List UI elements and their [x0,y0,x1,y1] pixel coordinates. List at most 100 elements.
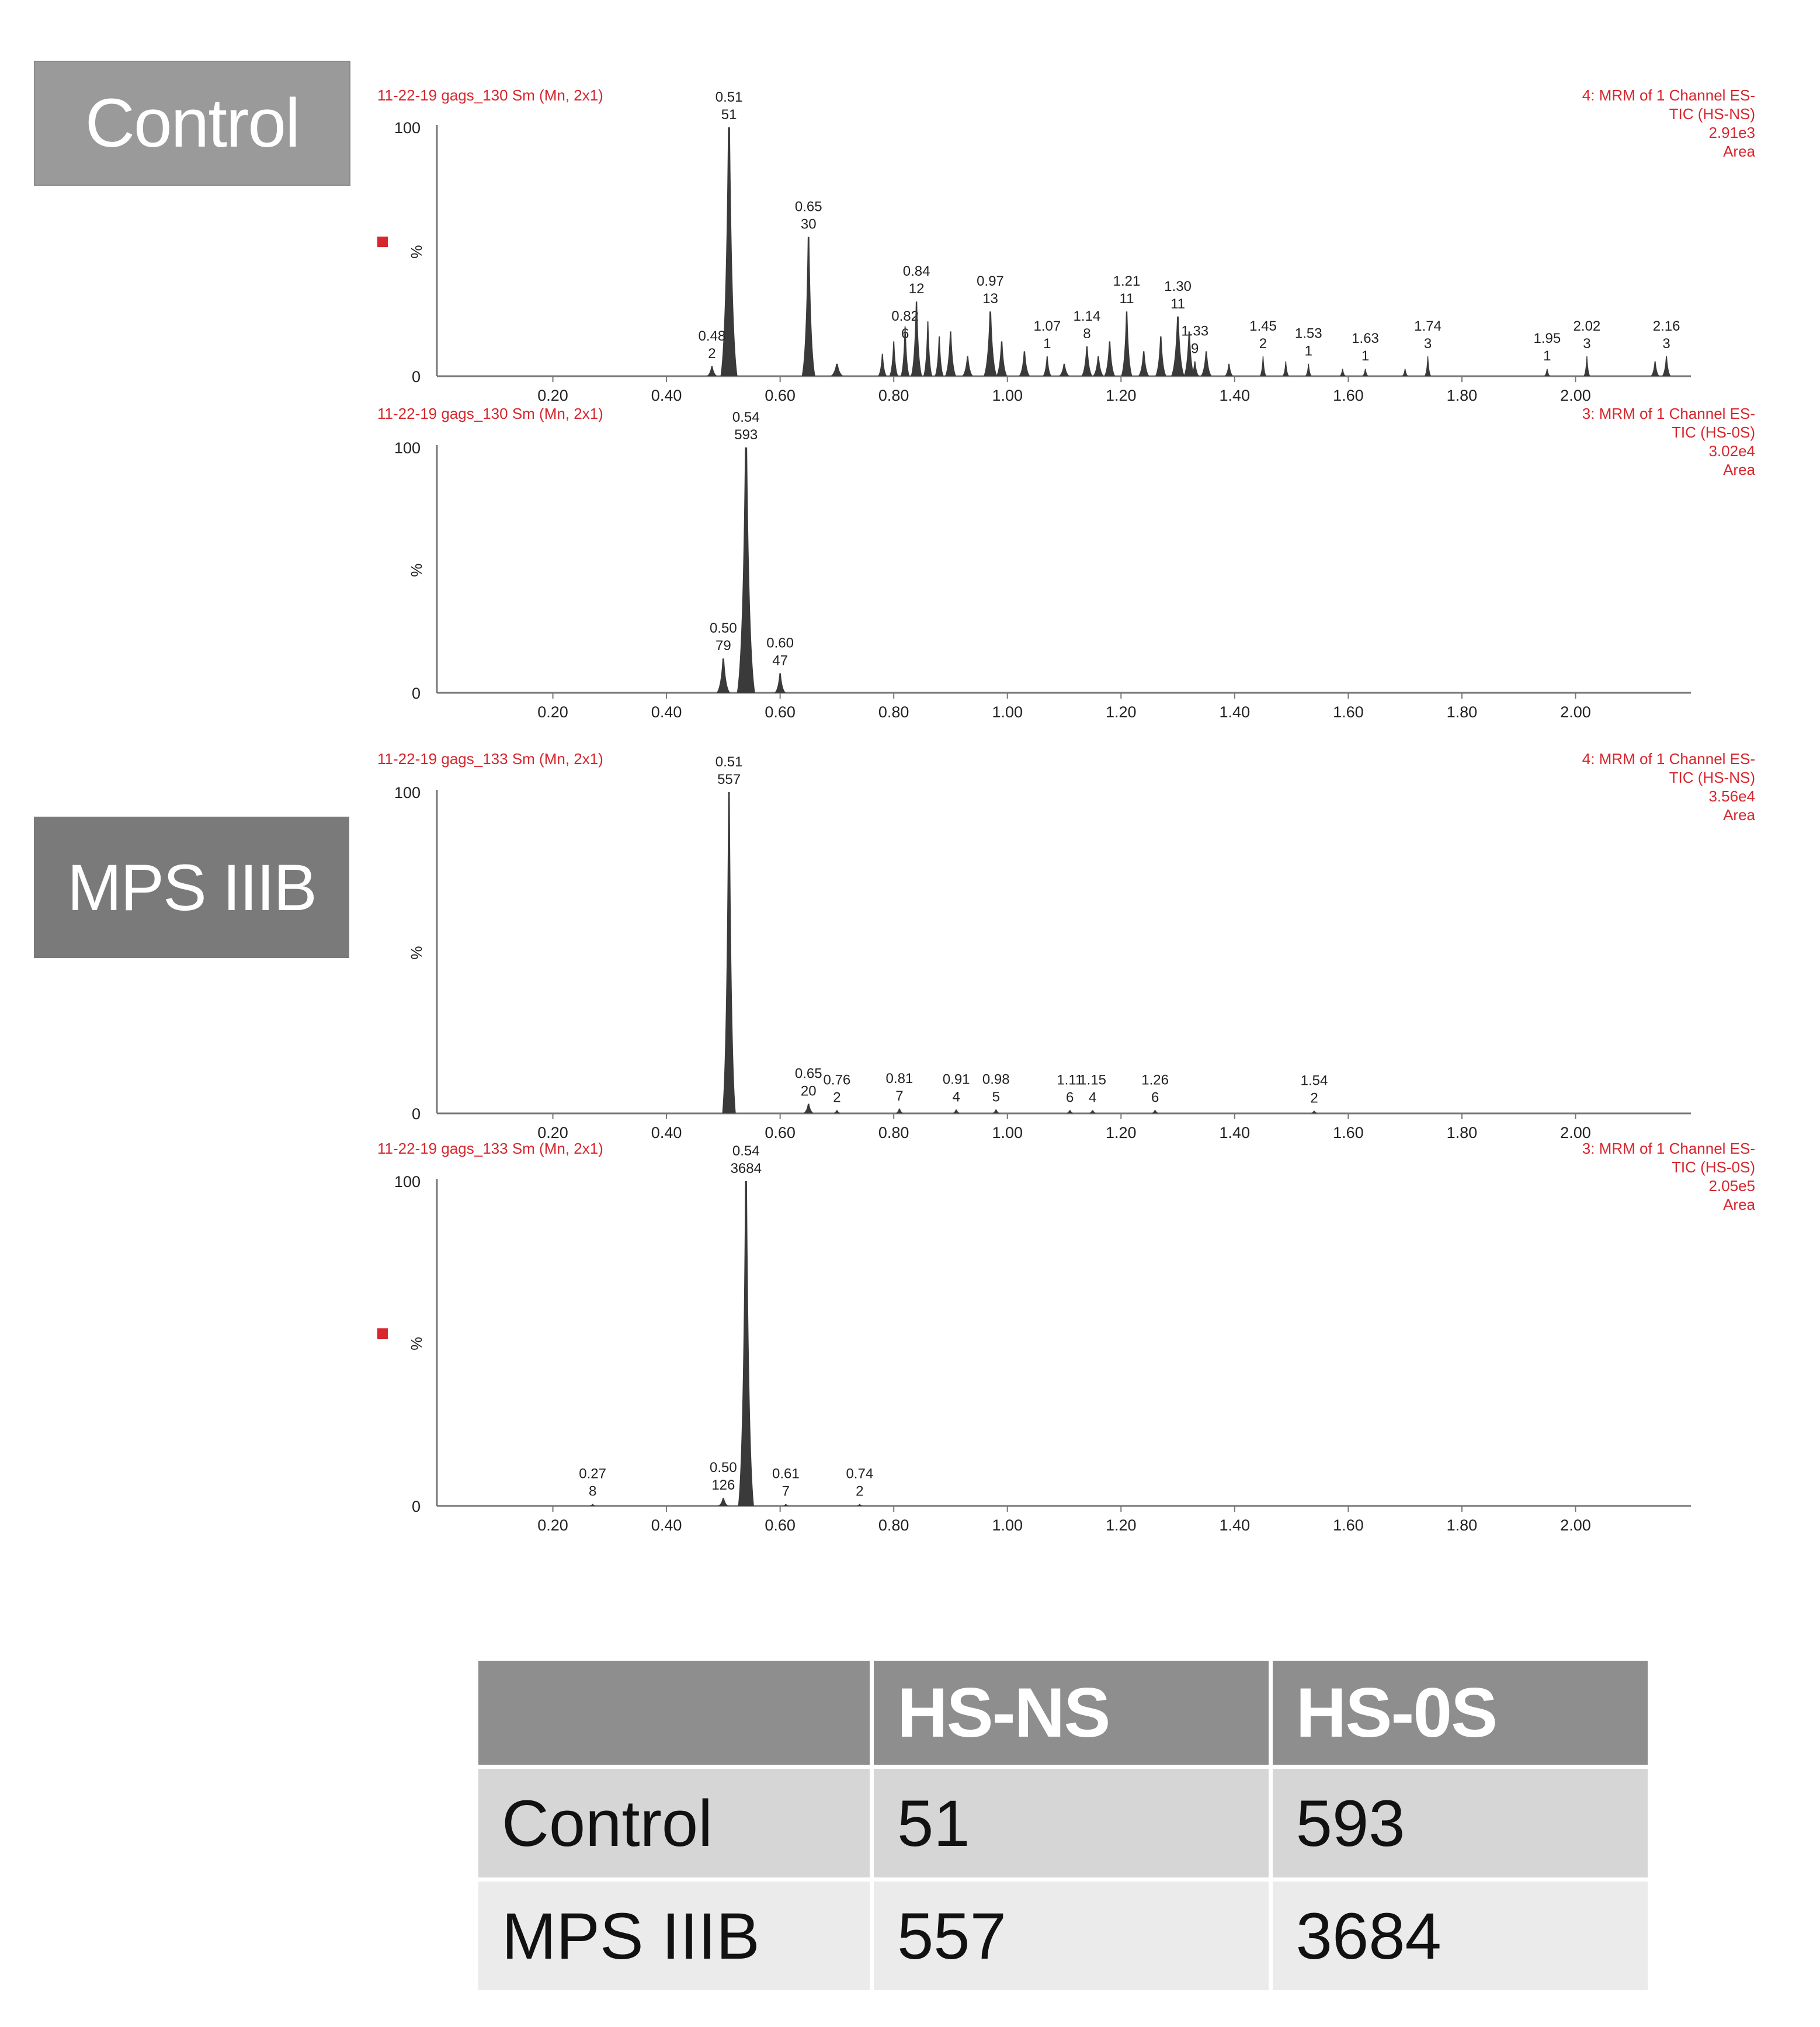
peak-label-area: 2 [856,1484,863,1500]
peak-label-area: 3684 [731,1161,762,1176]
peak-label-area: 2 [708,346,716,362]
peak-label-area: 1 [1043,336,1051,352]
x-tick-label: 1.20 [1106,703,1137,721]
peak-label-area: 5 [992,1089,1000,1105]
peak [803,1103,814,1113]
peak-label-time: 1.95 [1533,331,1561,346]
peak [935,336,944,376]
peak [900,326,910,376]
chromatogram-panel: 11-22-19 gags_130 Sm (Mn, 2x1) 3: MRM of … [377,405,1756,721]
table-cell: Control [478,1769,870,1877]
panel-right-header-line: 3.56e4 [1708,787,1755,805]
peak-label-area: 3 [1583,336,1590,352]
peak-label-area: 593 [734,427,758,443]
x-tick-label: 1.00 [992,703,1023,721]
x-tick-label: 2.00 [1560,1516,1591,1534]
x-tick-label: 1.40 [1220,1516,1251,1534]
peak [889,341,898,376]
peak [996,341,1008,376]
x-tick-label: 0.40 [651,703,682,721]
panel-right-header-line: TIC (HS-0S) [1672,1158,1755,1176]
peak [774,673,786,693]
x-tick-label: 0.60 [765,1124,796,1141]
peak-label-area: 51 [721,107,737,123]
x-tick-label: 0.60 [765,387,796,404]
x-tick-label: 0.20 [537,1124,568,1141]
x-tick-label: 1.20 [1106,1124,1137,1141]
peak [951,1109,961,1113]
peak [1104,341,1116,376]
panel-left-header: 11-22-19 gags_130 Sm (Mn, 2x1) [377,405,603,422]
peak-label-area: 1 [1543,348,1551,364]
peak-label-time: 0.84 [903,263,930,279]
peak-label-time: 0.27 [579,1466,606,1482]
peak-label-time: 0.91 [943,1071,970,1087]
peak [1171,316,1185,376]
peak [1305,363,1312,376]
x-tick-label: 1.80 [1447,1124,1478,1141]
mps-iiib-group-label: MPS IIIB [34,817,349,958]
peak-label-time: 1.14 [1074,308,1101,324]
panel-right-header-line: 4: MRM of 1 Channel ES- [1582,86,1755,104]
table-header-cell [478,1661,870,1765]
panel-left-header: 11-22-19 gags_130 Sm (Mn, 2x1) [377,86,603,104]
x-tick-label: 1.60 [1333,1124,1364,1141]
x-tick-label: 2.00 [1560,1124,1591,1141]
peak-label-time: 0.65 [795,1066,822,1082]
panel-right-header-line: 2.91e3 [1708,124,1755,141]
peak [1543,369,1551,376]
peak [1155,336,1167,376]
table-header-row: HS-NS HS-0S [478,1661,1648,1765]
peak-label-time: 1.45 [1249,318,1277,334]
peak [1081,346,1093,376]
peak-label-time: 0.50 [710,620,737,636]
x-tick-label: 0.80 [878,703,909,721]
chromatogram-panel: 11-22-19 gags_133 Sm (Mn, 2x1) 3: MRM of … [377,1140,1756,1534]
peak-label-area: 47 [772,652,788,668]
peak-label-area: 12 [909,281,925,297]
x-tick-label: 1.40 [1220,703,1251,721]
x-tick-label: 1.00 [992,1124,1023,1141]
peak [782,1504,790,1506]
peak [716,658,731,693]
peak-label-time: 0.54 [732,409,760,425]
peak-label-time: 0.97 [977,273,1004,289]
peak-label-area: 4 [953,1089,960,1105]
red-marker-icon [377,237,388,247]
table-cell: 557 [874,1882,1269,1990]
peak [944,331,957,376]
y-tick-label: 100 [394,784,421,801]
peak-label-time: 0.81 [886,1071,914,1087]
peak-label-area: 6 [1151,1090,1159,1106]
peak-label-time: 2.16 [1653,318,1680,334]
table-cell: 51 [874,1769,1269,1877]
panel-right-header-line: 4: MRM of 1 Channel ES- [1582,750,1755,768]
peak-label-time: 1.11 [1057,1072,1083,1088]
x-tick-label: 1.80 [1447,387,1478,404]
peak-label-area: 6 [1066,1090,1074,1106]
panel-right-header-line: Area [1723,1196,1755,1213]
peak-label-area: 13 [982,291,998,307]
chromatogram-panels: 11-22-19 gags_130 Sm (Mn, 2x1) 4: MRM of … [377,86,1756,1534]
peak-label-time: 1.63 [1352,331,1379,346]
y-tick-label: 100 [394,1173,421,1190]
peak-label-area: 8 [589,1484,596,1500]
x-tick-label: 0.20 [537,703,568,721]
peak [911,301,922,376]
table-row: MPS IIIB 557 3684 [478,1882,1648,1990]
x-tick-label: 0.60 [765,703,796,721]
peak-label-time: 1.15 [1079,1072,1106,1088]
peak-label-area: 9 [1191,341,1199,356]
peak-label-time: 0.65 [795,199,822,214]
peak-label-area: 557 [717,772,741,787]
peak-label-time: 1.21 [1113,273,1141,289]
table-header-cell: HS-NS [874,1661,1269,1765]
peak [1424,356,1432,376]
peak [1183,331,1195,376]
peak [1310,1110,1319,1113]
panel-right-header-line: TIC (HS-NS) [1669,769,1755,786]
x-tick-label: 1.60 [1333,1516,1364,1534]
y-tick-label: 0 [412,685,421,702]
peak-label-time: 0.60 [766,635,794,651]
peak-label-time: 0.61 [772,1466,800,1482]
